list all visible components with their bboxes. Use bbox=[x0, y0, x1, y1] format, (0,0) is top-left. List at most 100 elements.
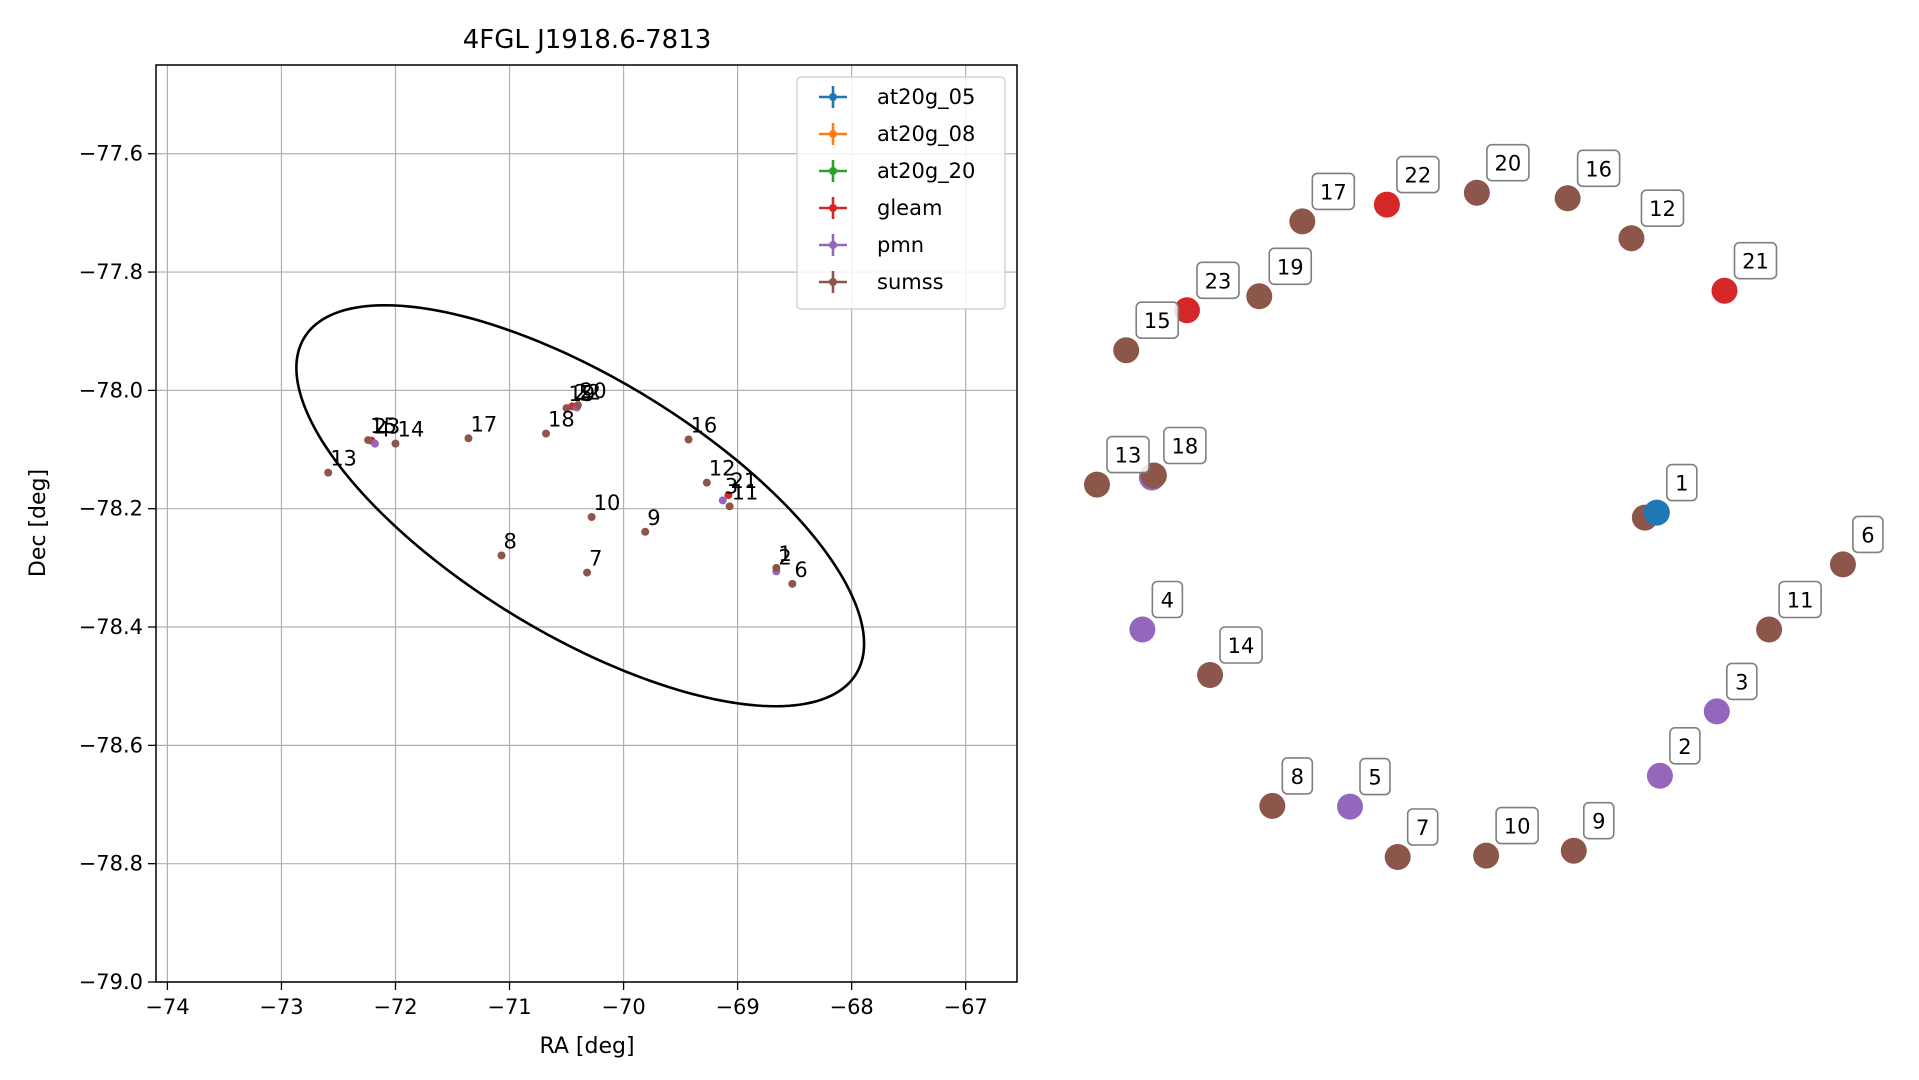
chart-title: 4FGL J1918.6-7813 bbox=[463, 25, 712, 55]
layout-label-box bbox=[1726, 662, 1758, 701]
x-tick-label: −72 bbox=[373, 995, 417, 1019]
x-tick-label: −69 bbox=[715, 995, 759, 1019]
point-label: 6 bbox=[794, 558, 807, 582]
layout-label-12: 12 bbox=[1649, 197, 1676, 221]
legend-entry-gleam: gleam bbox=[877, 196, 942, 220]
point-sumss-16 bbox=[684, 435, 693, 444]
layout-label-20: 20 bbox=[1495, 152, 1522, 176]
layout-point-9 bbox=[1560, 837, 1587, 864]
x-tick-label: −68 bbox=[829, 995, 873, 1019]
point-sumss-14 bbox=[391, 439, 400, 448]
point-label: 2 bbox=[778, 545, 791, 569]
point-label: 8 bbox=[504, 529, 517, 553]
legend-marker-dot bbox=[829, 93, 837, 101]
point-label: 17 bbox=[470, 412, 497, 436]
point-sumss-7 bbox=[583, 568, 592, 577]
layout-label-6: 6 bbox=[1861, 523, 1874, 547]
layout-point-20 bbox=[1463, 179, 1490, 206]
point-sumss-8 bbox=[497, 551, 506, 560]
point-label: 12 bbox=[709, 457, 736, 481]
layout-label-box bbox=[1219, 626, 1263, 664]
layout-label-box bbox=[1268, 247, 1313, 286]
legend-marker-dot bbox=[829, 130, 837, 138]
point-sumss-12 bbox=[702, 478, 711, 487]
layout-label-box bbox=[1396, 155, 1440, 194]
layout-label-3: 3 bbox=[1735, 670, 1748, 694]
layout-label-5: 5 bbox=[1368, 766, 1381, 790]
point-sumss-20 bbox=[573, 401, 582, 410]
layout-label-9: 9 bbox=[1592, 810, 1605, 834]
point-label: 11 bbox=[732, 480, 759, 504]
layout-point-5 bbox=[1337, 793, 1364, 820]
legend-entry-at20g_05: at20g_05 bbox=[877, 85, 975, 110]
layout-label-16: 16 bbox=[1585, 157, 1612, 181]
point-sumss-1 bbox=[772, 563, 781, 572]
x-tick-label: −74 bbox=[145, 995, 189, 1019]
layout-label-11: 11 bbox=[1787, 589, 1814, 613]
legend-box bbox=[796, 76, 1006, 310]
layout-point-12 bbox=[1618, 225, 1645, 252]
point-sumss-10 bbox=[587, 512, 596, 521]
point-label: 9 bbox=[647, 506, 660, 530]
layout-point-17 bbox=[1289, 208, 1316, 235]
legend-marker-dot bbox=[829, 241, 837, 249]
layout-label-box bbox=[1135, 301, 1180, 340]
point-sumss-13 bbox=[324, 468, 333, 477]
point-label: 13 bbox=[330, 447, 357, 471]
x-axis-label: RA [deg] bbox=[539, 1034, 634, 1059]
x-tick-label: −73 bbox=[259, 995, 303, 1019]
y-tick-label: −77.6 bbox=[79, 142, 143, 166]
layout-label-7: 7 bbox=[1416, 816, 1429, 840]
point-label: 19 bbox=[569, 382, 596, 406]
layout-label-box bbox=[1106, 435, 1150, 474]
point-pmn-3 bbox=[718, 496, 727, 505]
layout-point-6 bbox=[1829, 551, 1856, 578]
point-label: 22 bbox=[574, 380, 601, 404]
layout-label-box bbox=[1582, 801, 1615, 840]
y-axis-label: Dec [deg] bbox=[26, 469, 51, 577]
legend-marker-dot bbox=[829, 204, 837, 212]
point-label: 20 bbox=[580, 379, 607, 403]
x-tick-label: −70 bbox=[601, 995, 645, 1019]
axis-ticks: −74 −73 −72 −71 −70 −69 −68 −67 −79.0 −78.8 −78.6 −… bbox=[79, 142, 988, 1019]
point-label: 16 bbox=[691, 413, 718, 437]
layout-label-box bbox=[1486, 143, 1530, 182]
layout-point-19 bbox=[1246, 283, 1273, 310]
layout-point-10 bbox=[1473, 842, 1500, 869]
layout-point-21 bbox=[1711, 277, 1738, 304]
point-label: 21 bbox=[730, 469, 757, 493]
layout-label-box bbox=[1852, 515, 1884, 554]
y-tick-label: −78.2 bbox=[79, 497, 143, 521]
layout-label-box bbox=[1495, 806, 1539, 845]
layout-label-box bbox=[1281, 757, 1314, 795]
point-sumss-17 bbox=[464, 434, 473, 443]
layout-label-23: 23 bbox=[1205, 269, 1232, 293]
layout-point-7 bbox=[1384, 844, 1411, 870]
legend-marker-dot bbox=[829, 278, 837, 286]
layout-label-13: 13 bbox=[1115, 444, 1142, 468]
point-sumss-6 bbox=[788, 579, 797, 588]
point-sumss-19 bbox=[562, 404, 571, 413]
x-tick-label: −67 bbox=[944, 995, 988, 1019]
layout-label-box bbox=[1359, 757, 1391, 796]
legend-entry-at20g_08: at20g_08 bbox=[877, 122, 975, 147]
legend-marker-dot bbox=[829, 167, 837, 175]
grid bbox=[156, 65, 1017, 983]
layout-point-14 bbox=[1197, 662, 1224, 688]
layout-label-box bbox=[1778, 580, 1822, 619]
y-tick-label: −78.4 bbox=[79, 615, 143, 639]
layout-point-23 bbox=[1173, 297, 1200, 324]
point-gleam-21 bbox=[724, 491, 733, 500]
layout-point-4 bbox=[1129, 616, 1156, 643]
layout-point-11 bbox=[1756, 616, 1783, 643]
layout-point-16 bbox=[1554, 185, 1581, 212]
point-sumss-11 bbox=[725, 502, 734, 511]
point-label: 14 bbox=[397, 418, 424, 442]
layout-label-14: 14 bbox=[1228, 634, 1255, 658]
